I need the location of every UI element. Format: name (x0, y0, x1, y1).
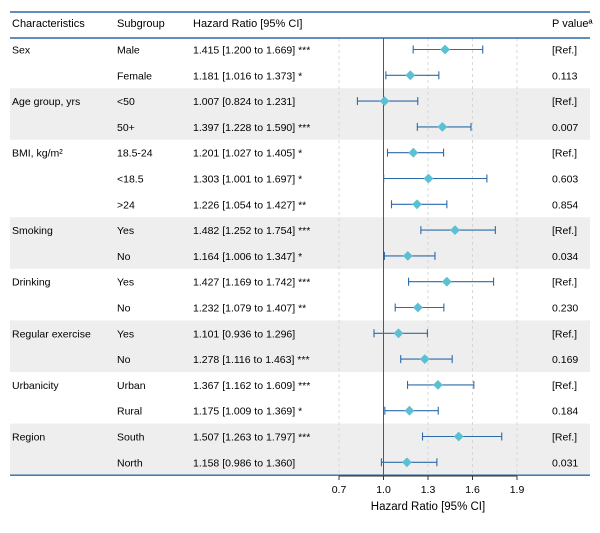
hazard-ratio-text: 1.507 [1.263 to 1.797] *** (193, 432, 310, 444)
point-estimate (393, 328, 404, 339)
point-estimate (440, 44, 450, 55)
tick-label-2: 1.3 (421, 484, 436, 496)
subgroup-label: Yes (117, 225, 134, 237)
p-value-text: [Ref.] (552, 225, 577, 237)
point-estimate (441, 276, 452, 287)
p-value-text: 0.230 (552, 303, 578, 315)
subgroup-label: <50 (117, 96, 135, 108)
grid-lines (338, 38, 518, 476)
subgroup-label: Female (117, 70, 152, 82)
point-estimate (408, 147, 419, 158)
group-label-2: BMI, kg/m² (12, 148, 63, 160)
hazard-ratio-text: 1.164 [1.006 to 1.347] * (193, 251, 302, 263)
point-estimate (405, 70, 416, 81)
subgroup-label: South (117, 432, 145, 444)
p-value-text: [Ref.] (552, 96, 577, 108)
p-value-text: 0.854 (552, 199, 578, 211)
header-subgroup: Subgroup (117, 18, 165, 30)
point-estimate (453, 431, 464, 442)
subgroup-label: 50+ (117, 122, 135, 134)
x-axis: 0.7 1.0 1.3 1.6 1.9 (332, 475, 525, 496)
p-value-text: [Ref.] (552, 148, 577, 160)
tick-label-4: 1.9 (510, 484, 525, 496)
hazard-ratio-text: 1.158 [0.986 to 1.360] (193, 457, 295, 469)
subgroup-label: <18.5 (117, 174, 144, 186)
point-estimate (402, 250, 413, 261)
tick-label-3: 1.6 (465, 484, 480, 496)
p-value-text: 0.603 (552, 174, 578, 186)
point-estimate (433, 379, 443, 390)
table-rows: Sex Male 1.415 [1.200 to 1.669] *** [Ref.] F… (12, 45, 578, 470)
point-estimate (450, 225, 460, 236)
header-hazard-ratio: Hazard Ratio [95% CI] (193, 18, 302, 30)
x-axis-title: Hazard Ratio [95% CI] (371, 501, 485, 513)
p-value-text: 0.113 (552, 70, 578, 82)
row-bands (10, 88, 590, 476)
p-value-text: 0.031 (552, 457, 578, 469)
hazard-ratio-text: 1.175 [1.009 to 1.369] * (193, 406, 302, 418)
subgroup-label: No (117, 251, 131, 263)
point-estimate (419, 354, 430, 365)
p-value-text: [Ref.] (552, 328, 577, 340)
p-value-text: 0.007 (552, 122, 578, 134)
hazard-ratio-text: 1.181 [1.016 to 1.373] * (193, 70, 302, 82)
subgroup-label: Yes (117, 277, 134, 289)
group-label-0: Sex (12, 45, 31, 57)
p-value-text: 0.169 (552, 354, 578, 366)
p-value-text: [Ref.] (552, 45, 577, 57)
tick-label-0: 0.7 (332, 484, 347, 496)
hazard-ratio-text: 1.367 [1.162 to 1.609] *** (193, 380, 310, 392)
hazard-ratio-text: 1.303 [1.001 to 1.697] * (193, 174, 302, 186)
group-label-4: Drinking (12, 277, 51, 289)
group-label-5: Regular exercise (12, 328, 91, 340)
subgroup-label: Male (117, 45, 140, 57)
subgroup-label: No (117, 354, 131, 366)
group-label-6: Urbanicity (12, 380, 59, 392)
subgroup-label: North (117, 457, 143, 469)
p-value-text: [Ref.] (552, 380, 577, 392)
estimate-marks (356, 44, 503, 468)
subgroup-label: Rural (117, 406, 142, 418)
group-label-7: Region (12, 432, 45, 444)
hazard-ratio-text: 1.201 [1.027 to 1.405] * (193, 148, 302, 160)
p-value-text: 0.184 (552, 406, 578, 418)
point-estimate (404, 405, 415, 416)
hazard-ratio-text: 1.415 [1.200 to 1.669] *** (193, 45, 310, 57)
table-header: Characteristics Subgroup Hazard Ratio [9… (12, 18, 593, 30)
header-characteristics: Characteristics (12, 18, 85, 30)
point-estimate (437, 121, 448, 132)
row-band-5 (10, 320, 590, 372)
hazard-ratio-text: 1.278 [1.116 to 1.463] *** (193, 354, 310, 366)
header-p-value: P valueª (552, 18, 593, 30)
subgroup-label: Yes (117, 328, 134, 340)
p-value-text: 0.034 (552, 251, 578, 263)
hazard-ratio-text: 1.007 [0.824 to 1.231] (193, 96, 295, 108)
table-rules (10, 11, 590, 476)
subgroup-label: >24 (117, 199, 135, 211)
row-band-7 (10, 423, 590, 476)
tick-label-1: 1.0 (376, 484, 391, 496)
subgroup-label: No (117, 303, 131, 315)
point-estimate (412, 199, 422, 210)
row-band-3 (10, 217, 590, 269)
point-estimate (423, 173, 434, 184)
group-label-1: Age group, yrs (12, 96, 80, 108)
point-estimate (413, 302, 423, 313)
row-band-1 (10, 88, 590, 140)
point-estimate (402, 457, 412, 468)
hazard-ratio-text: 1.397 [1.228 to 1.590] *** (193, 122, 310, 134)
point-estimate (379, 96, 390, 107)
p-value-text: [Ref.] (552, 432, 577, 444)
hazard-ratio-text: 1.482 [1.252 to 1.754] *** (193, 225, 310, 237)
hazard-ratio-text: 1.101 [0.936 to 1.296] (193, 328, 295, 340)
subgroup-label: 18.5-24 (117, 148, 153, 160)
hazard-ratio-text: 1.226 [1.054 to 1.427] ** (193, 199, 306, 211)
subgroup-label: Urban (117, 380, 146, 392)
hazard-ratio-text: 1.232 [1.079 to 1.407] ** (193, 303, 306, 315)
group-label-3: Smoking (12, 225, 53, 237)
hazard-ratio-text: 1.427 [1.169 to 1.742] *** (193, 277, 310, 289)
p-value-text: [Ref.] (552, 277, 577, 289)
